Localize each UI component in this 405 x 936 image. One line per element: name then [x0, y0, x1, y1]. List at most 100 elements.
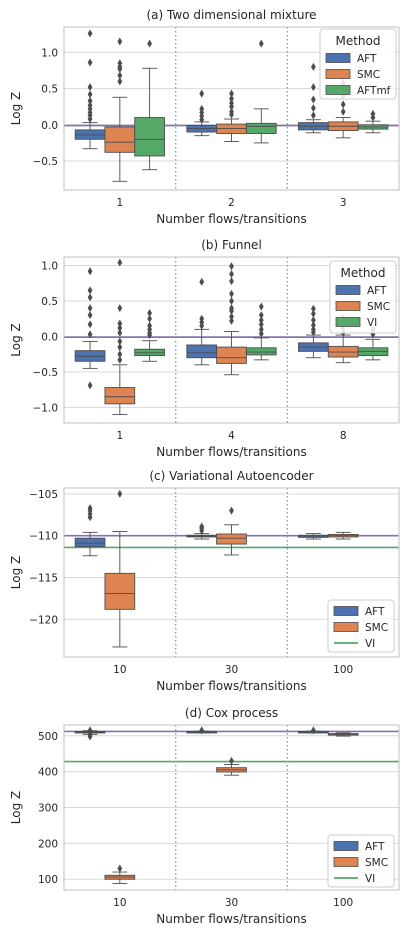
- flier: [117, 323, 123, 332]
- flier: [87, 726, 93, 735]
- x-tick-label: 10: [113, 664, 126, 676]
- chart-panel-2: −1.0 −0.5 0.0 0.5 1.0 1 4 8 (b) Funnel Number flo…: [9, 238, 400, 459]
- flier: [310, 95, 316, 104]
- y-tick-label: 0.5: [41, 84, 58, 96]
- flier: [310, 62, 316, 71]
- flier: [87, 304, 93, 313]
- chart-panel-1: −0.5 0.0 0.5 1.0 1 2 3 (a) Two dimensional mixt…: [9, 8, 400, 226]
- box-aft-100: [298, 533, 329, 540]
- y-tick-label: 400: [38, 767, 58, 779]
- flier: [87, 29, 93, 38]
- plot-frame: [63, 256, 400, 424]
- legend-frame: [319, 28, 397, 100]
- box-smc-1: [104, 258, 136, 415]
- y-tick-label: 0.0: [41, 331, 58, 343]
- flier: [199, 726, 205, 735]
- x-tick-label: 1: [116, 430, 123, 442]
- flier: [117, 489, 123, 498]
- legend-label: SMC: [365, 857, 388, 869]
- legend: Method AFT SMC AFTmf: [319, 28, 397, 100]
- flier: [340, 107, 346, 116]
- flier: [229, 289, 234, 298]
- flier: [258, 325, 264, 334]
- box-aft-2: [186, 89, 218, 137]
- flier: [258, 316, 264, 325]
- legend-title: Method: [340, 266, 385, 280]
- box-aft-1: [74, 29, 106, 150]
- flier: [229, 107, 234, 116]
- plot-frame: [63, 26, 400, 191]
- y-tick-label: −1.0: [33, 402, 59, 414]
- flier: [310, 104, 316, 113]
- box-body: [134, 117, 165, 157]
- legend-swatch: [333, 622, 359, 632]
- flier: [117, 71, 123, 80]
- box-aft-3: [298, 62, 329, 134]
- flier: [87, 90, 93, 99]
- flier: [117, 328, 123, 337]
- flier: [87, 286, 93, 295]
- flier: [310, 316, 316, 325]
- flier: [87, 58, 93, 67]
- flier: [229, 277, 234, 286]
- flier: [87, 83, 93, 92]
- box-aft-10: [74, 726, 106, 741]
- y-tick-label: 200: [38, 838, 58, 850]
- flier: [147, 314, 153, 323]
- x-axis-label: Number flows/transitions: [156, 912, 306, 926]
- flier: [87, 504, 93, 513]
- flier: [199, 89, 205, 98]
- flier: [117, 37, 123, 46]
- flier: [258, 329, 264, 338]
- legend-swatch: [335, 301, 361, 311]
- box-smc-30: [216, 506, 247, 556]
- box-aft-10: [74, 504, 106, 557]
- legend-label: AFT: [357, 53, 377, 65]
- box-aft-1: [74, 267, 106, 390]
- y-tick-label: 300: [38, 803, 58, 815]
- legend-title: Method: [335, 34, 380, 48]
- flier: [199, 104, 205, 113]
- chart-title: (a) Two dimensional mixture: [147, 8, 317, 22]
- flier: [370, 109, 376, 118]
- flier: [199, 314, 205, 323]
- box-vi-1: [134, 309, 165, 362]
- box-aftmf-1: [134, 39, 165, 171]
- chart-title: (c) Variational Autoencoder: [149, 469, 313, 483]
- box-aft-30: [186, 522, 218, 540]
- legend-label: VI: [365, 638, 375, 650]
- box-body: [74, 537, 106, 548]
- box-smc-10: [104, 489, 136, 648]
- flier: [310, 309, 316, 318]
- y-tick-label: 0.5: [41, 296, 58, 308]
- box-body: [104, 126, 136, 153]
- legend-label: SMC: [365, 622, 388, 634]
- box-aft-4: [186, 277, 218, 366]
- flier: [117, 258, 123, 267]
- legend-label: AFT: [367, 285, 387, 297]
- legend-swatch: [333, 841, 359, 851]
- legend-swatch: [325, 69, 351, 79]
- legend-label: SMC: [357, 69, 380, 81]
- flier: [87, 730, 93, 739]
- y-tick-label: 100: [38, 874, 58, 886]
- flier: [199, 277, 205, 286]
- flier: [229, 262, 234, 271]
- y-axis-label: Log Z: [9, 323, 23, 356]
- x-tick-label: 3: [340, 197, 347, 209]
- chart-title: (b) Funnel: [201, 238, 262, 252]
- flier: [310, 304, 316, 313]
- box-smc-2: [216, 89, 247, 142]
- chart-panel-3: −120 −115 −110 −105 10 30 100 (c) Variational A…: [9, 469, 400, 693]
- flier: [199, 522, 205, 531]
- y-tick-label: 0.0: [41, 120, 58, 132]
- box-smc-100: [327, 531, 359, 540]
- legend-swatch: [325, 85, 351, 95]
- box-body: [104, 572, 136, 610]
- flier: [147, 309, 153, 318]
- y-tick-label: −110: [29, 531, 58, 543]
- box-body: [216, 533, 247, 545]
- x-axis-label: Number flows/transitions: [156, 212, 306, 226]
- flier: [258, 320, 264, 329]
- flier: [87, 101, 93, 110]
